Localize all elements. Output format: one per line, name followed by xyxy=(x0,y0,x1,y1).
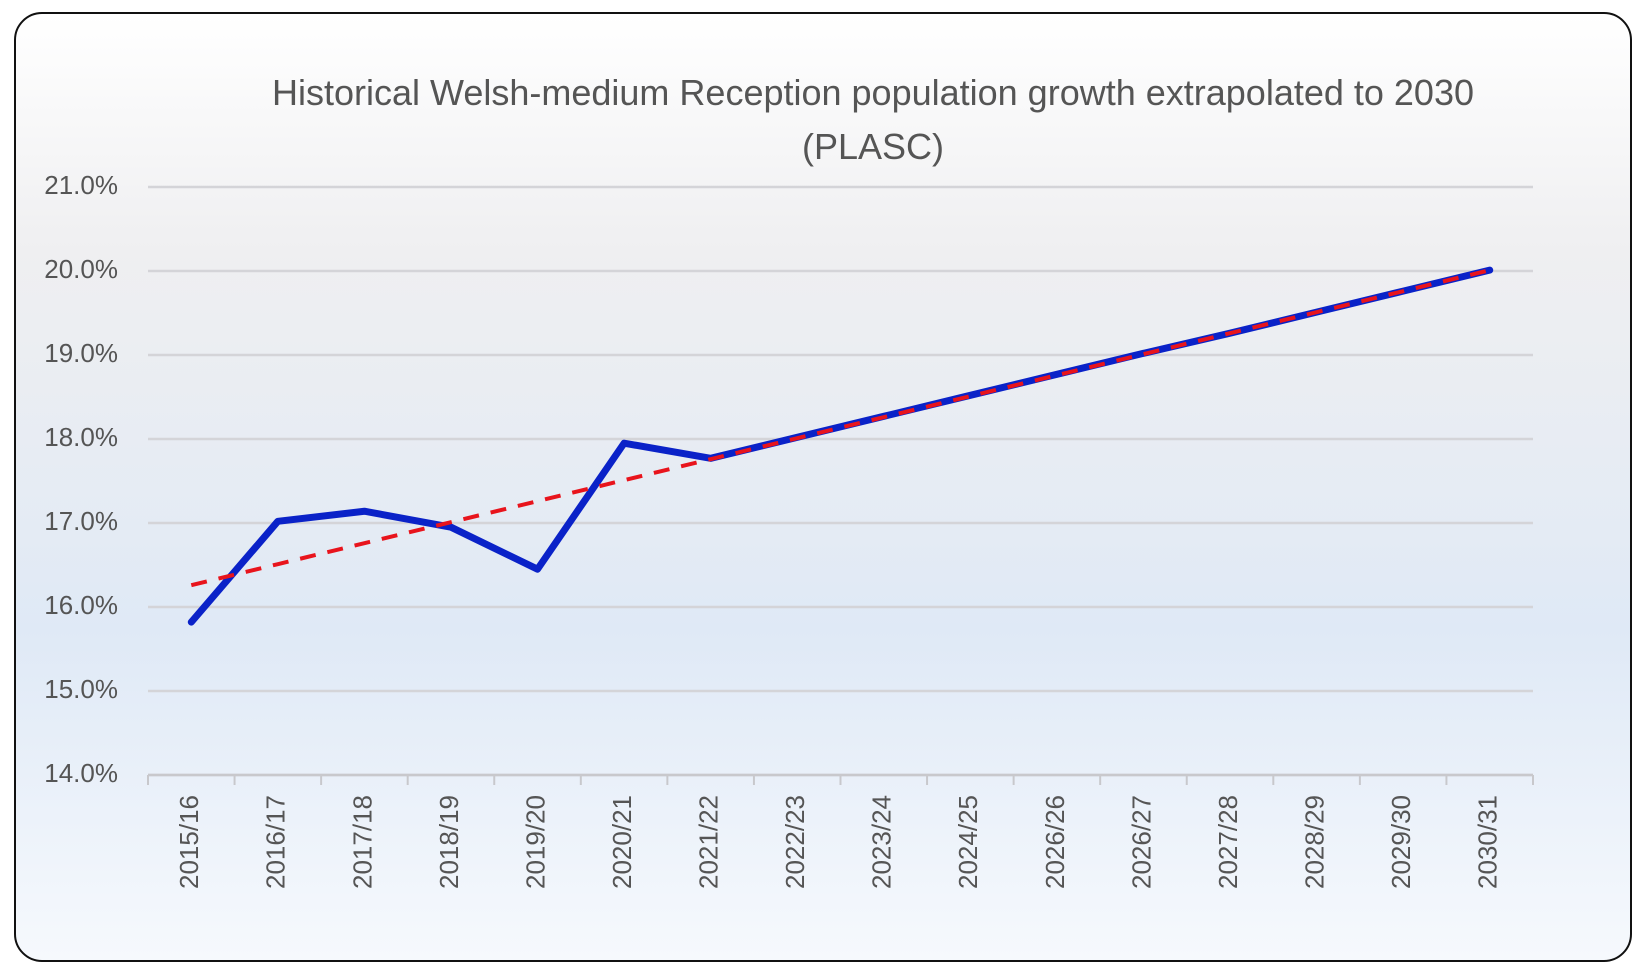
x-tick-label: 2028/29 xyxy=(1299,795,1329,889)
x-tick-label: 2029/30 xyxy=(1386,795,1416,889)
x-tick-label: 2030/31 xyxy=(1473,795,1503,889)
x-tick-label: 2024/25 xyxy=(953,795,983,889)
y-tick-label: 21.0% xyxy=(44,170,118,200)
y-tick-label: 17.0% xyxy=(44,506,118,536)
data-line xyxy=(187,266,1494,626)
x-tick-label: 2018/19 xyxy=(434,795,464,889)
y-tick-label: 20.0% xyxy=(44,254,118,284)
x-tick-label: 2016/17 xyxy=(261,795,291,889)
y-tick-label: 16.0% xyxy=(44,590,118,620)
x-tick-label: 2020/21 xyxy=(607,795,637,889)
x-tick-label: 2026/27 xyxy=(1126,795,1156,889)
y-tick-label: 15.0% xyxy=(44,674,118,704)
x-tick-label: 2019/20 xyxy=(520,795,550,889)
y-tick-label: 14.0% xyxy=(44,758,118,788)
x-tick-label: 2026/26 xyxy=(1040,795,1070,889)
chart-card xyxy=(14,12,1632,962)
x-tick-label: 2017/18 xyxy=(347,795,377,889)
x-tick-label: 2021/22 xyxy=(694,795,724,889)
chart-title: Historical Welsh-medium Reception popula… xyxy=(272,72,1474,167)
y-tick-label: 19.0% xyxy=(44,338,118,368)
y-tick-label: 18.0% xyxy=(44,422,118,452)
x-tick-label: 2015/16 xyxy=(174,795,204,889)
x-tick-label: 2023/24 xyxy=(867,795,897,889)
x-tick-label: 2027/28 xyxy=(1213,795,1243,889)
x-tick-label: 2022/23 xyxy=(780,795,810,889)
